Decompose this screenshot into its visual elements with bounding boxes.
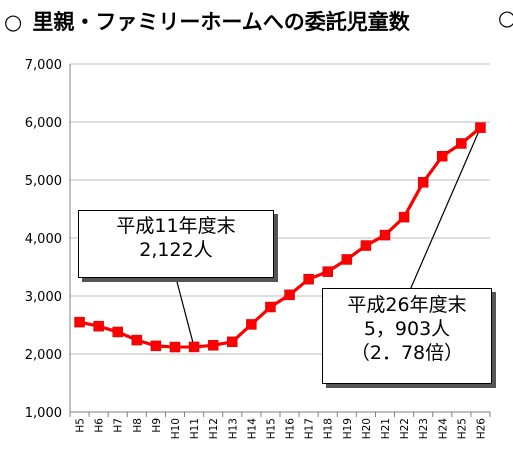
circle-marker-icon: ○ — [4, 10, 23, 34]
x-tick-label: H25 — [456, 418, 468, 439]
data-point — [227, 336, 238, 348]
data-point — [284, 289, 295, 301]
annotation-h26-line2: 5，903人 — [363, 317, 451, 340]
x-tick-label: H22 — [399, 418, 411, 439]
x-tick-label: H18 — [323, 418, 335, 439]
page-title: 里親・ファミリーホームへの委託児童数 — [32, 10, 410, 34]
annotation-h11-leader — [175, 277, 195, 348]
data-point — [188, 341, 200, 353]
data-point — [341, 254, 353, 265]
data-point — [322, 266, 333, 277]
data-point — [246, 319, 257, 330]
annotation-h11-line1: 平成11年度末 — [116, 215, 236, 237]
data-point — [437, 150, 448, 162]
data-point — [93, 320, 104, 332]
data-point — [265, 301, 276, 313]
x-tick-label: H19 — [342, 418, 354, 439]
data-point — [207, 340, 219, 351]
x-tick-label: H17 — [304, 418, 316, 439]
annotation-h26-line3: （2．78倍） — [350, 341, 464, 364]
x-tick-label: H24 — [437, 418, 449, 440]
x-tick-label: H16 — [285, 418, 297, 440]
x-tick-label: H23 — [418, 418, 430, 439]
data-point — [475, 122, 486, 133]
data-point — [112, 326, 123, 338]
y-tick-label: 5,000 — [25, 174, 62, 189]
series-line — [79, 126, 482, 349]
y-tick-label: 3,000 — [25, 290, 62, 305]
x-tick-label: H7 — [113, 418, 125, 433]
annotation-h26-line1: 平成26年度末 — [347, 294, 467, 316]
y-tick-label: 1,000 — [25, 406, 62, 421]
y-tick-label: 4,000 — [25, 232, 62, 247]
data-point — [379, 229, 391, 241]
annotation-h11: 平成11年度末 2,122人 — [78, 210, 274, 278]
x-tick-label: H9 — [151, 418, 163, 433]
data-point — [398, 211, 410, 223]
x-tick-label: H5 — [75, 418, 87, 433]
chart-heading: ○ 里親・ファミリーホームへの委託児童数 — [4, 6, 410, 36]
y-tick-label: 2,000 — [25, 348, 62, 363]
x-tick-label: H10 — [170, 418, 182, 439]
cut-off-circle-icon: ○ — [498, 6, 513, 30]
y-tick-label: 6,000 — [25, 116, 62, 131]
data-point — [456, 138, 467, 149]
x-tick-label: H8 — [132, 418, 144, 433]
x-tick-label: H13 — [227, 418, 239, 439]
annotation-h26-leader — [409, 127, 482, 291]
data-point — [169, 341, 181, 353]
y-tick-label: 7,000 — [25, 58, 62, 73]
data-point — [74, 316, 85, 328]
x-tick-label: H12 — [208, 418, 220, 439]
data-point — [417, 177, 429, 188]
x-tick-label: H26 — [475, 418, 487, 440]
x-tick-label: H20 — [361, 418, 373, 439]
data-point — [303, 273, 314, 285]
data-point — [131, 334, 143, 346]
x-tick-label: H14 — [246, 418, 258, 440]
x-tick-label: H11 — [189, 418, 201, 439]
x-tick-label: H6 — [94, 418, 106, 433]
data-point — [150, 340, 162, 352]
data-point — [360, 240, 372, 251]
x-tick-label: H15 — [265, 418, 277, 439]
x-tick-label: H21 — [380, 418, 392, 439]
annotation-h11-line2: 2,122人 — [139, 238, 213, 261]
annotation-h26: 平成26年度末 5，903人 （2．78倍） — [322, 288, 492, 384]
